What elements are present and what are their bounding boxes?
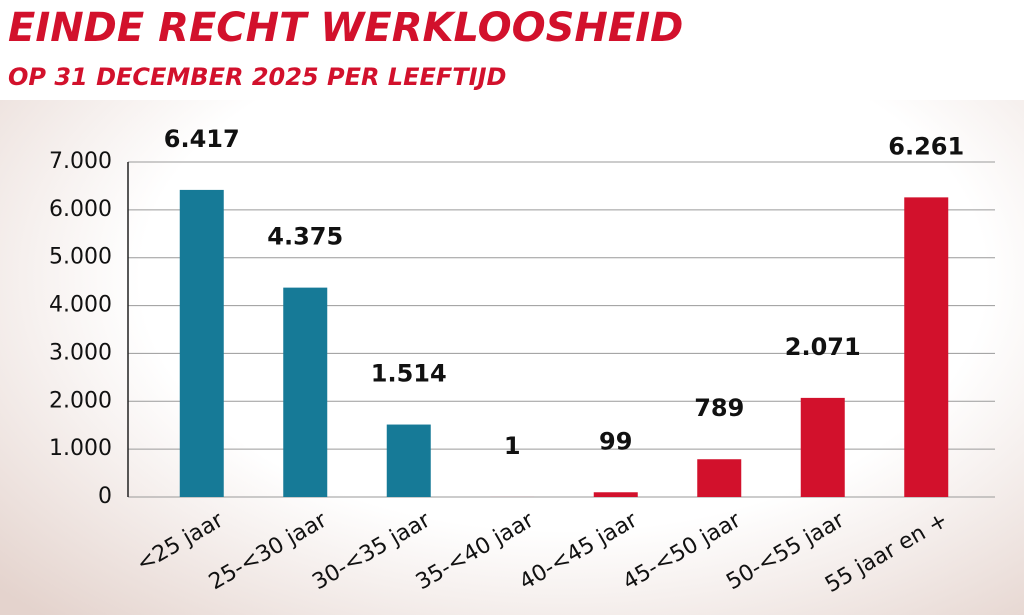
value-label: 789: [694, 394, 744, 422]
y-tick-label: 4.000: [49, 293, 112, 318]
value-label: 1: [504, 432, 521, 460]
y-tick-label: 6.000: [49, 197, 112, 222]
y-tick-label: 1.000: [49, 436, 112, 461]
bar: [179, 189, 224, 498]
chart-subtitle: OP 31 DECEMBER 2025 PER LEEFTIJD: [8, 63, 506, 91]
value-label: 1.514: [371, 360, 447, 388]
bar: [593, 492, 638, 497]
value-label: 4.375: [267, 223, 343, 251]
y-tick-label: 0: [98, 484, 112, 509]
bar: [283, 287, 328, 497]
bar: [800, 397, 845, 497]
y-tick-label: 2.000: [49, 388, 112, 413]
value-label: 6.417: [164, 125, 240, 153]
bar: [386, 424, 431, 497]
y-tick-label: 3.000: [49, 340, 112, 365]
value-label: 6.261: [888, 132, 964, 160]
bar: [904, 197, 949, 497]
value-label: 99: [599, 427, 632, 455]
y-tick-label: 5.000: [49, 245, 112, 270]
header-background: [0, 0, 1024, 100]
value-label: 2.071: [785, 333, 861, 361]
chart-title: EINDE RECHT WERKLOOSHEID: [8, 5, 683, 51]
y-tick-label: 7.000: [49, 149, 112, 174]
bar: [697, 459, 742, 497]
